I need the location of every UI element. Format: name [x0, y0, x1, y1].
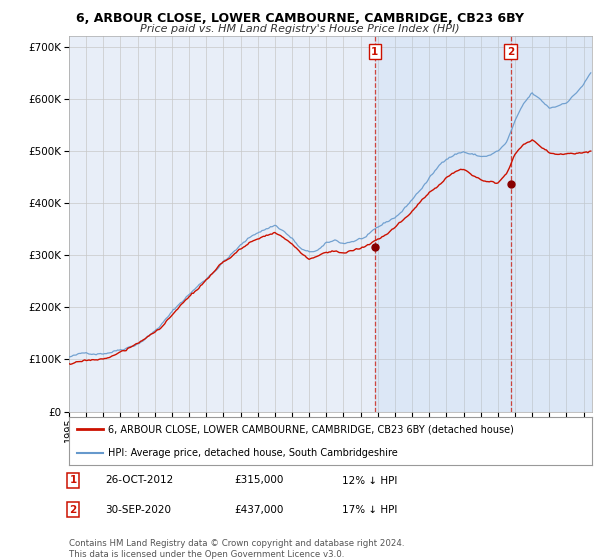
Text: 30-SEP-2020: 30-SEP-2020: [105, 505, 171, 515]
Text: 2: 2: [507, 47, 514, 57]
Text: 26-OCT-2012: 26-OCT-2012: [105, 475, 173, 486]
Bar: [511, 36, 592, 412]
Text: 12% ↓ HPI: 12% ↓ HPI: [342, 475, 397, 486]
Text: £315,000: £315,000: [234, 475, 283, 486]
Text: 2: 2: [70, 505, 77, 515]
Text: HPI: Average price, detached house, South Cambridgeshire: HPI: Average price, detached house, Sout…: [108, 448, 398, 458]
Text: Price paid vs. HM Land Registry's House Price Index (HPI): Price paid vs. HM Land Registry's House …: [140, 24, 460, 34]
Bar: [375, 36, 511, 412]
Text: 17% ↓ HPI: 17% ↓ HPI: [342, 505, 397, 515]
Text: 1: 1: [70, 475, 77, 486]
Text: 6, ARBOUR CLOSE, LOWER CAMBOURNE, CAMBRIDGE, CB23 6BY: 6, ARBOUR CLOSE, LOWER CAMBOURNE, CAMBRI…: [76, 12, 524, 25]
Text: £437,000: £437,000: [234, 505, 283, 515]
Text: 1: 1: [371, 47, 379, 57]
Text: Contains HM Land Registry data © Crown copyright and database right 2024.
This d: Contains HM Land Registry data © Crown c…: [69, 539, 404, 559]
Text: 6, ARBOUR CLOSE, LOWER CAMBOURNE, CAMBRIDGE, CB23 6BY (detached house): 6, ARBOUR CLOSE, LOWER CAMBOURNE, CAMBRI…: [108, 424, 514, 434]
